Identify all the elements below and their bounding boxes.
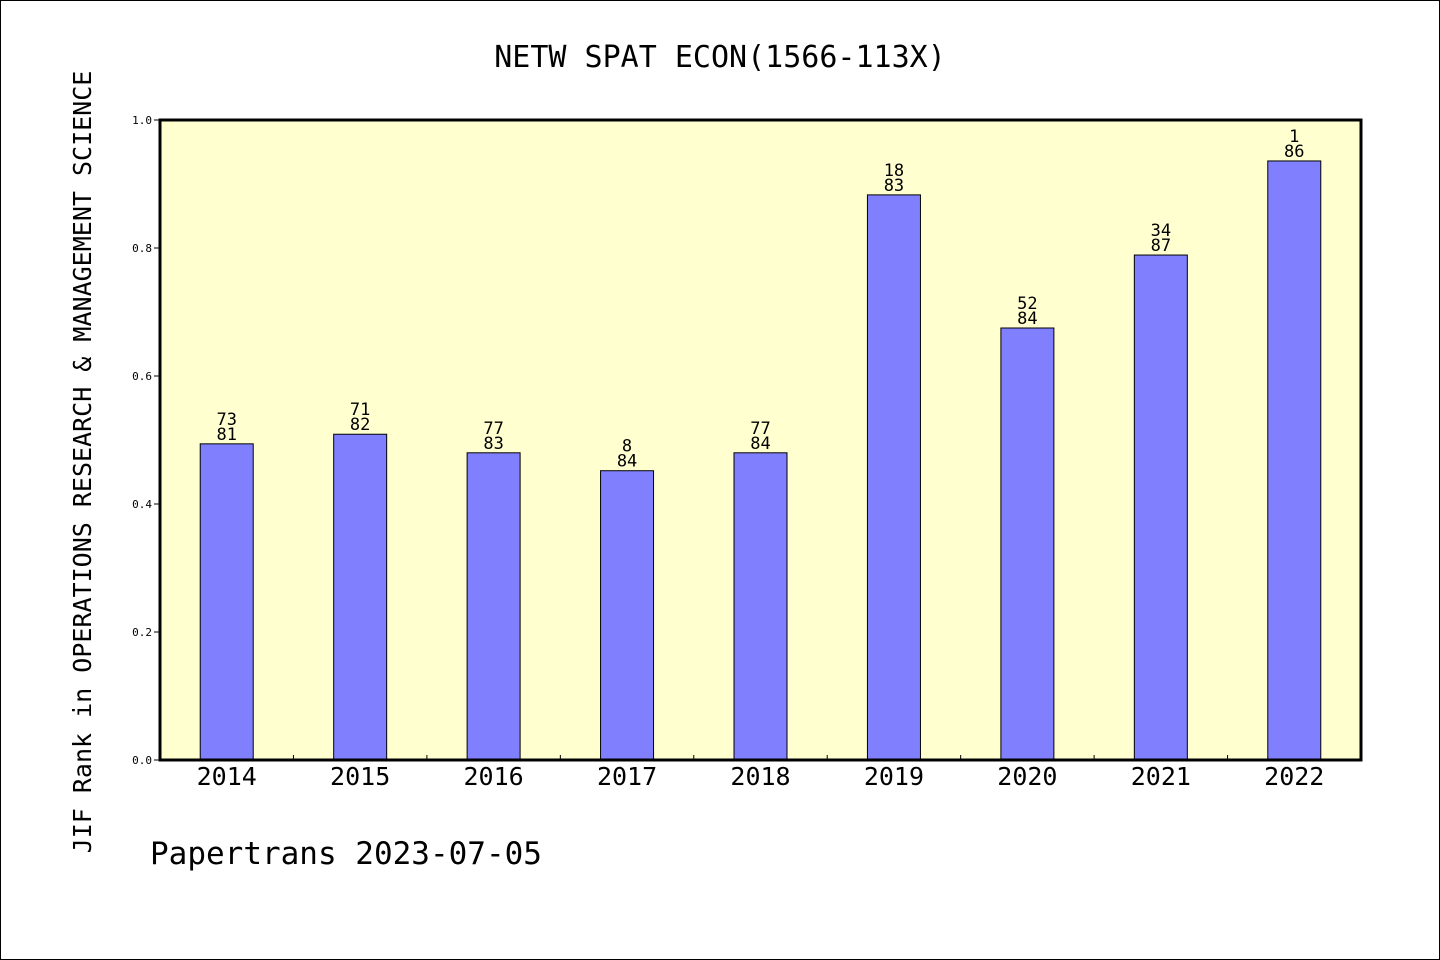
- data-label-rank: 52: [1017, 294, 1037, 314]
- bar-2022: [1267, 160, 1322, 761]
- y-axis-label: JIF Rank in OPERATIONS RESEARCH & MANAGE…: [68, 71, 97, 854]
- x-tick-label: 2017: [597, 762, 657, 791]
- data-label-rank: 1: [1289, 127, 1299, 147]
- x-tick-label: 2014: [197, 762, 257, 791]
- bars-group: [199, 160, 1322, 761]
- data-label-rank: 18: [884, 161, 904, 181]
- y-tick-label: 0.8: [132, 242, 152, 255]
- x-tick-label: 2015: [330, 762, 390, 791]
- y-tick-label: 0.0: [132, 754, 152, 767]
- x-tick-label: 2016: [464, 762, 524, 791]
- bar-2017: [600, 470, 655, 761]
- x-tick-label: 2020: [997, 762, 1057, 791]
- x-tick-label: 2019: [864, 762, 924, 791]
- y-tick-label: 0.6: [132, 370, 152, 383]
- data-label-rank: 34: [1151, 221, 1171, 241]
- data-label-rank: 8: [622, 437, 632, 457]
- y-ticks-group: 0.0 0.2 0.4 0.6 0.8 1.0: [132, 114, 160, 767]
- footer-text: Papertrans 2023-07-05: [150, 836, 542, 872]
- x-ticks-group: 2014 2015 2016 2017 2018 2019 2020 2021 2022: [197, 755, 1324, 791]
- bar-2018: [733, 452, 788, 761]
- y-tick-label: 1.0: [132, 114, 152, 127]
- bar-2014: [199, 443, 254, 761]
- bar-2015: [333, 433, 388, 761]
- data-label-rank: 77: [750, 419, 770, 439]
- x-tick-label: 2022: [1264, 762, 1324, 791]
- bar-2019: [866, 194, 921, 761]
- bar-2016: [466, 452, 521, 761]
- bar-2021: [1133, 254, 1188, 761]
- x-tick-label: 2018: [730, 762, 790, 791]
- chart-title: NETW SPAT ECON(1566-113X): [494, 40, 946, 75]
- data-label-total: 84: [617, 452, 637, 472]
- x-tick-label: 2021: [1131, 762, 1191, 791]
- data-label-total: 84: [1017, 309, 1037, 329]
- y-tick-label: 0.2: [132, 626, 152, 639]
- data-label-rank: 71: [350, 400, 370, 420]
- data-label-total: 83: [483, 434, 503, 454]
- data-label-total: 86: [1284, 142, 1304, 162]
- bar-2020: [1000, 327, 1055, 761]
- y-tick-label: 0.4: [132, 498, 152, 511]
- plot-border: [158, 118, 1363, 762]
- data-label-total: 82: [350, 415, 370, 435]
- data-label-rank: 77: [483, 419, 503, 439]
- data-label-total: 84: [750, 434, 770, 454]
- data-label-total: 87: [1151, 236, 1171, 256]
- data-label-total: 81: [216, 425, 236, 445]
- data-label-rank: 73: [216, 410, 236, 430]
- data-label-total: 83: [884, 176, 904, 196]
